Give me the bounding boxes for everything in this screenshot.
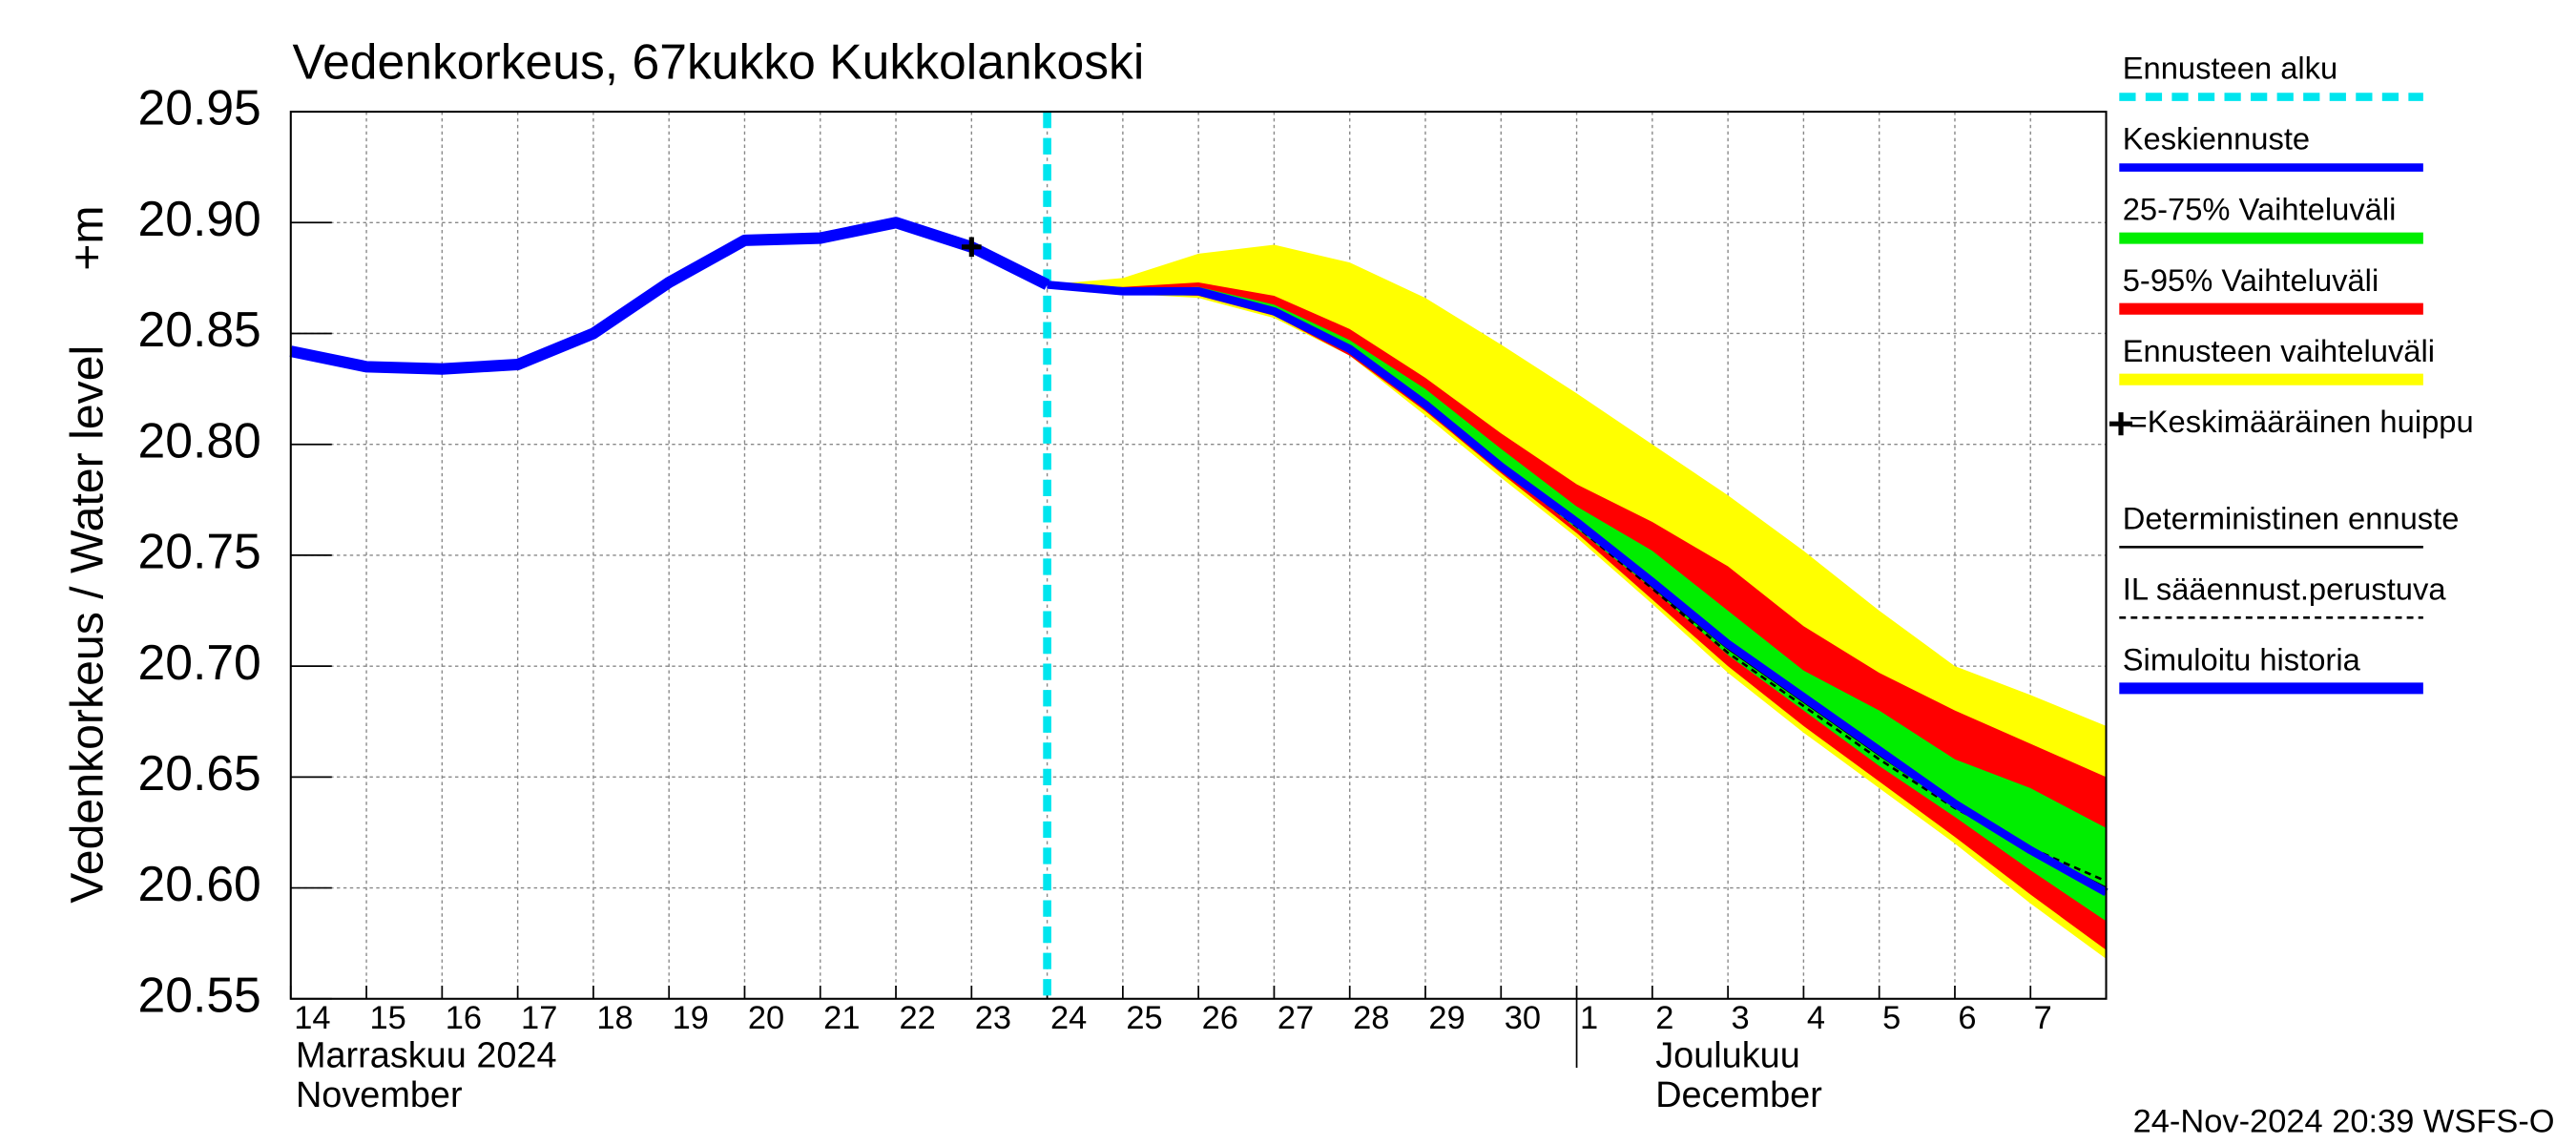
legend-label: Keskiennuste [2123, 121, 2310, 156]
legend-label: Simuloitu historia [2123, 641, 2361, 677]
x-tick-label: 23 [975, 1000, 1011, 1036]
month-label: Joulukuu [1655, 1036, 1800, 1076]
x-tick-label: 3 [1732, 1000, 1750, 1036]
x-tick-label: 22 [899, 1000, 935, 1036]
y-axis-label: Vedenkorkeus / Water level [61, 345, 113, 904]
x-tick-label: 1 [1580, 1000, 1598, 1036]
x-tick-label: 26 [1202, 1000, 1238, 1036]
legend-label-box: =Keskimääräinen huippu [2129, 406, 2474, 441]
x-tick-label: 15 [370, 1000, 406, 1036]
y-tick-label: 20.75 [138, 524, 261, 579]
legend-label: Ennusteen vaihteluväli [2123, 333, 2435, 368]
y-tick-label: 20.80 [138, 412, 261, 468]
x-tick-label: 30 [1505, 1000, 1541, 1036]
y-tick-label: 20.60 [138, 856, 261, 911]
legend-label: Deterministinen ennuste [2123, 500, 2460, 535]
x-tick-label: 2 [1655, 1000, 1673, 1036]
y-axis-unit: +m [61, 205, 113, 270]
x-tick-label: 5 [1882, 1000, 1901, 1036]
y-tick-label: 20.85 [138, 302, 261, 357]
legend-label: =Keskimääräinen huippu [2129, 406, 2474, 441]
x-tick-label: 19 [673, 1000, 709, 1036]
y-tick-label: 20.70 [138, 635, 261, 690]
x-tick-label: 27 [1278, 1000, 1314, 1036]
x-tick-label: 28 [1353, 1000, 1389, 1036]
x-tick-label: 24 [1050, 1000, 1087, 1036]
x-tick-label: 6 [1958, 1000, 1976, 1036]
x-tick-label: 21 [823, 1000, 860, 1036]
x-tick-label: 17 [521, 1000, 557, 1036]
x-tick-label: 25 [1126, 1000, 1162, 1036]
chart-title: Vedenkorkeus, 67kukko Kukkolankoski [293, 34, 1145, 90]
plot-area: 20.55 20.60 20.65 20.70 20.75 20.80 20.85 20.90… [138, 80, 2109, 1115]
legend-label: 25-75% Vaihteluväli [2123, 192, 2397, 227]
legend-label: 5-95% Vaihteluväli [2123, 262, 2379, 298]
y-tick-label: 20.95 [138, 80, 261, 135]
series-line [1047, 281, 2109, 896]
month-label: November [296, 1075, 463, 1115]
legend: Ennusteen alku Keskiennuste 25-75% Vaihtel… [2109, 51, 2474, 695]
x-tick-label: 16 [446, 1000, 482, 1036]
month-label: December [1655, 1075, 1822, 1115]
y-tick-label: 20.90 [138, 191, 261, 246]
x-tick-label: 4 [1807, 1000, 1825, 1036]
x-tick-label: 14 [294, 1000, 330, 1036]
x-tick-label: 18 [596, 1000, 633, 1036]
y-tick-label: 20.55 [138, 967, 261, 1022]
x-tick-label: 20 [748, 1000, 784, 1036]
legend-label: IL sääennust.perustuva [2123, 571, 2447, 606]
footer: 24-Nov-2024 20:39 WSFS-O [2133, 1104, 2555, 1140]
legend-symbol [2109, 412, 2133, 436]
x-tick-label: 7 [2034, 1000, 2052, 1036]
legend-label: Ennusteen alku [2123, 51, 2337, 86]
peak-marker [961, 237, 982, 258]
series-line [289, 217, 1050, 375]
x-tick-label: 29 [1428, 1000, 1465, 1036]
plot-frame [289, 111, 2108, 1000]
month-label: Marraskuu 2024 [296, 1036, 557, 1076]
y-tick-label: 20.65 [138, 745, 261, 801]
